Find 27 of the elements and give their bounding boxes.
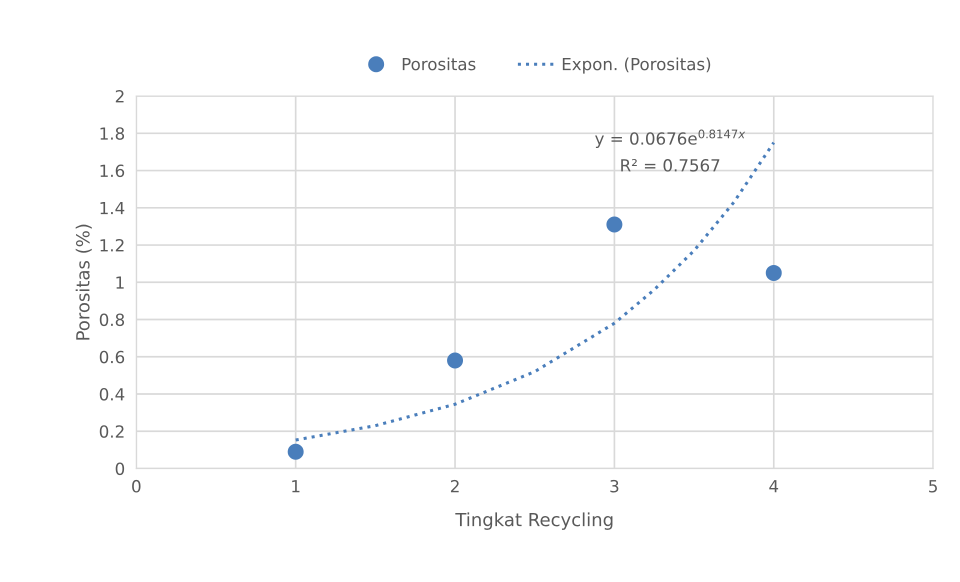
x-tick-label: 0 — [132, 480, 141, 493]
y-tick-label: 0.2 — [100, 425, 124, 438]
y-tick-label: 0.4 — [100, 388, 124, 401]
y-tick-label: 1.6 — [100, 164, 124, 178]
y-tick-label: 0 — [116, 462, 124, 476]
point — [447, 352, 464, 368]
point — [288, 444, 304, 460]
y-tick-label: 0.6 — [100, 350, 124, 364]
y-tick-label: 1.8 — [100, 127, 124, 140]
x-tick-label: 2 — [450, 480, 459, 492]
y-tick-label: 1 — [116, 276, 124, 289]
point — [606, 216, 622, 233]
annotation: y = 0.0676e$^{0.8147x}$ — [595, 130, 746, 148]
point — [766, 264, 782, 281]
legend-label: Porositas — [402, 57, 476, 70]
y-tick-label: 0.8 — [100, 313, 124, 326]
x-tick-label: 5 — [929, 480, 937, 493]
y-tick-label: 1.2 — [100, 238, 124, 252]
x-tick-label: 4 — [769, 480, 778, 492]
y-tick-label: 1.4 — [100, 202, 124, 214]
x-tick-label: 3 — [610, 480, 618, 493]
x-axis-title: Tingkat Recycling — [455, 512, 612, 530]
x-tick-label: 1 — [292, 480, 300, 492]
y-tick-label: 2 — [116, 90, 124, 102]
annotation: R² = 0.7567 — [621, 159, 720, 172]
y-axis-title: Porositas (%) — [76, 224, 92, 340]
legend-label: Expon. (Porositas) — [562, 57, 710, 74]
